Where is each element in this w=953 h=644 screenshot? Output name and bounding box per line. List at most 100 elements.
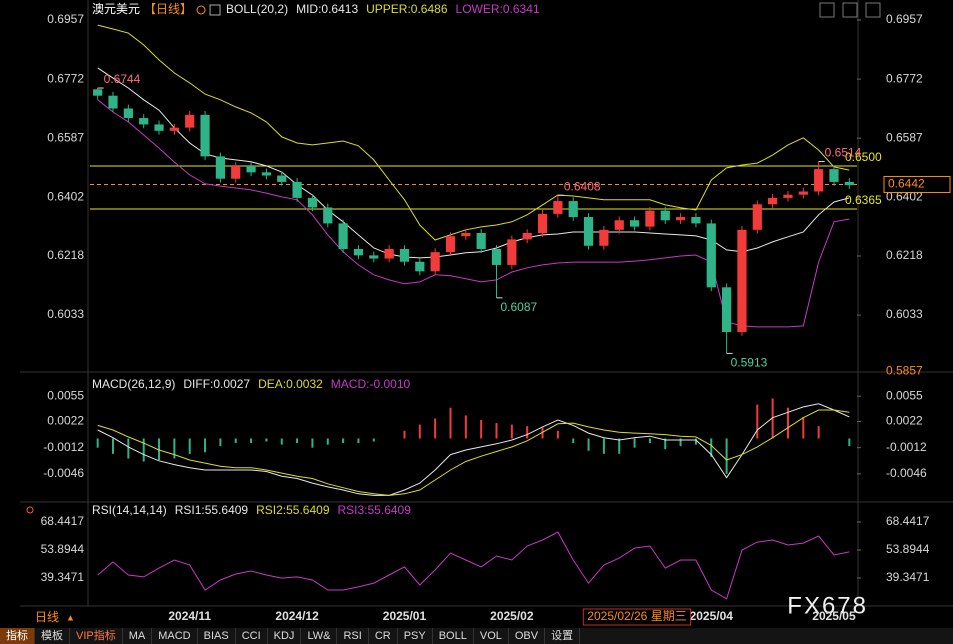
- legend-label: UPPER:0.6486: [366, 2, 448, 16]
- last-price-box: [883, 175, 951, 193]
- candle-body: [752, 204, 762, 230]
- button[interactable]: [842, 2, 858, 18]
- y-tick-label: -0.0046: [43, 466, 84, 480]
- candle-body: [660, 210, 670, 221]
- toolbar-button[interactable]: 模板: [35, 628, 70, 644]
- candle-body: [491, 248, 502, 265]
- candle-body: [553, 201, 563, 214]
- toolbar-button[interactable]: MACD: [152, 628, 198, 644]
- candle-body: [123, 108, 133, 119]
- toolbar-button[interactable]: VIP指标: [70, 628, 123, 644]
- candle-body: [599, 229, 609, 246]
- candle-body: [369, 255, 379, 259]
- rsi-icon: [26, 506, 34, 514]
- toolbar-button[interactable]: KDJ: [268, 628, 302, 644]
- candle-body: [323, 207, 333, 224]
- toolbar: 指标 模板 VIP指标 MA MACD BIAS CCI KDJ LW& RSI CR PSY BOLL…: [0, 628, 953, 644]
- high-label: 0.6744: [104, 72, 141, 86]
- candle-body: [277, 175, 287, 182]
- y-tick-label: -0.0046: [886, 466, 927, 480]
- candle-body: [844, 181, 854, 186]
- toolbar-button[interactable]: CCI: [236, 628, 268, 644]
- rsi-line: [97, 531, 850, 600]
- period-arrow: ▲: [66, 612, 75, 622]
- candle-body: [139, 118, 149, 125]
- low-label: 0.5913: [731, 356, 768, 370]
- y-tick-label: 0.6218: [886, 248, 923, 262]
- window-buttons[interactable]: [819, 2, 881, 18]
- candle-body: [93, 89, 103, 96]
- toolbar-button[interactable]: RSI: [337, 628, 369, 644]
- y-tick-label: 68.4417: [41, 514, 85, 528]
- candle-body: [246, 165, 256, 173]
- y-tick-label: 0.6033: [47, 307, 84, 321]
- candle-body: [185, 114, 195, 128]
- legend-label: RSI1:55.6409: [175, 503, 249, 517]
- last-price-label: 0.6442: [888, 177, 925, 191]
- y-tick-label: 68.4417: [886, 514, 930, 528]
- icon: [209, 4, 221, 16]
- background: [0, 0, 953, 628]
- toolbar-button[interactable]: LW&: [301, 628, 338, 644]
- candle-body: [798, 191, 808, 195]
- candle-body: [629, 220, 640, 227]
- low-label: 0.6087: [501, 300, 538, 314]
- toolbar-button[interactable]: CR: [369, 628, 398, 644]
- candle-body: [261, 172, 272, 176]
- toolbar-button[interactable]: 设置: [545, 628, 581, 644]
- y-tick-label: 0.6772: [886, 71, 923, 85]
- candle-body: [399, 248, 410, 262]
- legend-label: RSI2:55.6409: [256, 503, 330, 517]
- level-label: 0.6365: [845, 193, 882, 207]
- candle-body: [583, 217, 594, 246]
- toolbar-button[interactable]: PSY: [398, 628, 433, 644]
- x-tick-label: 2025/01: [383, 609, 427, 623]
- band-line: [97, 24, 850, 241]
- icon: [196, 5, 206, 15]
- candle-body: [737, 229, 747, 332]
- candle-body: [691, 217, 701, 224]
- x-tick-label: 2024/12: [275, 609, 319, 623]
- candle-body: [108, 95, 118, 109]
- toolbar-button[interactable]: OBV: [509, 628, 546, 644]
- y-tick-label: -0.0012: [43, 440, 84, 454]
- candle-body: [231, 165, 241, 179]
- candle-body: [461, 233, 471, 237]
- legend-label: DIFF:0.0027: [183, 377, 250, 391]
- toolbar-button[interactable]: BIAS: [198, 628, 236, 644]
- y-tick-label: 0.6957: [886, 12, 923, 26]
- button[interactable]: [865, 2, 881, 18]
- candle-body: [768, 197, 778, 205]
- candle-body: [384, 248, 394, 259]
- candle-body: [476, 233, 486, 249]
- candle-body: [706, 223, 716, 288]
- legend-label: RSI(14,14,14): [92, 503, 167, 517]
- y-tick-label: 0.6772: [47, 71, 84, 85]
- y-tick-label: 0.6402: [47, 189, 84, 203]
- cursor-price-label: 0.5857: [886, 363, 923, 377]
- button[interactable]: [819, 2, 835, 18]
- candle-body: [783, 194, 793, 198]
- toolbar-button[interactable]: 指标: [0, 628, 35, 644]
- legend-label: BOLL(20,2): [226, 2, 288, 16]
- period-label[interactable]: 日线: [35, 610, 59, 624]
- candle-body: [445, 236, 456, 253]
- toolbar-button[interactable]: MA: [123, 628, 153, 644]
- candle-body: [415, 261, 425, 272]
- chart-title: 【日线】: [144, 2, 192, 16]
- candle-body: [675, 217, 686, 221]
- candle-body: [722, 287, 732, 332]
- toolbar-button[interactable]: BOLL: [433, 628, 474, 644]
- y-tick-label: 0.6587: [886, 130, 923, 144]
- chart: 日线 ▲ FX678 0.6957 0.6957 0.6772 0.6772 0.658…: [0, 0, 953, 628]
- candle-body: [154, 124, 164, 131]
- legend-label: MID:0.6413: [296, 2, 358, 16]
- high-label: 0.6514: [825, 146, 862, 160]
- level-label: 0.6500: [845, 150, 882, 164]
- candle-body: [215, 156, 225, 179]
- high-label: 0.6408: [564, 179, 601, 193]
- cursor-date: 2025/02/26 星期三: [587, 609, 686, 623]
- toolbar-button[interactable]: VOL: [474, 628, 509, 644]
- candle-body: [522, 233, 532, 240]
